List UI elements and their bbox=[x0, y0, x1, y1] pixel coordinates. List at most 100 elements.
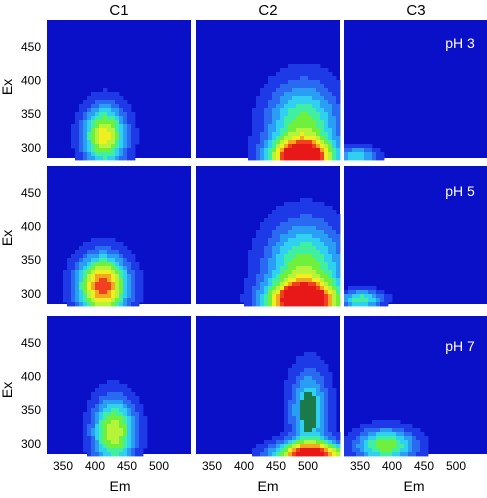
contour-cell bbox=[107, 274, 112, 279]
contour-cell bbox=[99, 136, 104, 141]
contour-cell bbox=[288, 250, 293, 255]
contour-cell bbox=[300, 270, 305, 275]
contour-cell bbox=[103, 96, 108, 101]
contour-cell bbox=[87, 250, 92, 255]
contour-cell bbox=[288, 436, 293, 441]
contour-cell bbox=[123, 396, 128, 401]
contour-cell bbox=[276, 278, 281, 283]
contour-cell bbox=[103, 408, 108, 413]
contour-cell bbox=[292, 440, 297, 445]
contour-cell bbox=[107, 242, 112, 247]
contour-cell bbox=[67, 262, 72, 267]
contour-cell bbox=[127, 108, 132, 113]
contour-cell bbox=[264, 124, 269, 129]
contour-cell bbox=[304, 226, 309, 231]
contour-cell bbox=[308, 294, 313, 299]
contour-cell bbox=[95, 412, 100, 417]
contour-cell bbox=[127, 124, 132, 129]
contour-cell bbox=[91, 242, 96, 247]
contour-cell bbox=[95, 254, 100, 259]
contour-cell bbox=[288, 156, 293, 161]
contour-cell bbox=[364, 436, 369, 441]
contour-cell bbox=[95, 148, 100, 153]
contour-cell bbox=[284, 290, 289, 295]
contour-cell bbox=[408, 452, 413, 457]
contour-cell bbox=[404, 424, 409, 429]
contour-cell bbox=[292, 364, 297, 369]
contour-cell bbox=[63, 278, 68, 283]
contour-cell bbox=[296, 258, 301, 263]
contour-cell bbox=[264, 448, 269, 453]
contour-cell bbox=[316, 230, 321, 235]
contour-cell bbox=[368, 290, 373, 295]
contour-cell bbox=[348, 290, 353, 295]
contour-cell bbox=[91, 112, 96, 117]
contour-cell bbox=[127, 388, 132, 393]
contour-cell bbox=[312, 266, 317, 271]
contour-cell bbox=[131, 408, 136, 413]
contour-cell bbox=[63, 274, 68, 279]
contour-cell bbox=[107, 112, 112, 117]
contour-cell bbox=[296, 76, 301, 81]
contour-cell bbox=[312, 388, 317, 393]
contour-cell bbox=[268, 80, 273, 85]
contour-cell bbox=[248, 258, 253, 263]
contour-cell bbox=[288, 136, 293, 141]
contour-cell bbox=[119, 262, 124, 267]
contour-cell bbox=[119, 448, 124, 453]
contour-cell bbox=[139, 420, 144, 425]
contour-cell bbox=[328, 424, 333, 429]
contour-cell bbox=[119, 250, 124, 255]
contour-cell bbox=[336, 234, 341, 239]
contour-cell bbox=[364, 448, 369, 453]
contour-cell bbox=[127, 104, 132, 109]
contour-cell bbox=[300, 206, 305, 211]
contour-cell bbox=[91, 452, 96, 457]
contour-cell bbox=[336, 448, 341, 453]
contour-cell bbox=[268, 286, 273, 291]
contour-cell bbox=[392, 428, 397, 433]
contour-cell bbox=[79, 116, 84, 121]
contour-cell bbox=[336, 294, 341, 299]
contour-cell bbox=[95, 440, 100, 445]
contour-cell bbox=[107, 270, 112, 275]
contour-cell bbox=[260, 290, 265, 295]
contour-cell bbox=[280, 152, 285, 157]
contour-cell bbox=[252, 136, 257, 141]
contour-cell bbox=[384, 432, 389, 437]
contour-cell bbox=[123, 286, 128, 291]
contour-cell bbox=[308, 202, 313, 207]
contour-cell bbox=[127, 416, 132, 421]
contour-cell bbox=[388, 420, 393, 425]
contour-cell bbox=[288, 132, 293, 137]
contour-cell bbox=[111, 104, 116, 109]
contour-cell bbox=[103, 88, 108, 93]
contour-cell bbox=[372, 428, 377, 433]
contour-cell bbox=[103, 302, 108, 307]
contour-cell bbox=[332, 144, 337, 149]
contour-cell bbox=[63, 290, 68, 295]
contour-cell bbox=[288, 234, 293, 239]
contour-cell bbox=[123, 258, 128, 263]
contour-cell bbox=[360, 432, 365, 437]
contour-cell bbox=[352, 428, 357, 433]
contour-cell bbox=[280, 148, 285, 153]
contour-cell bbox=[324, 420, 329, 425]
contour-cell bbox=[139, 428, 144, 433]
contour-cell bbox=[79, 152, 84, 157]
contour-cell bbox=[304, 364, 309, 369]
contour-cell bbox=[107, 298, 112, 303]
contour-cell bbox=[292, 380, 297, 385]
contour-cell bbox=[320, 230, 325, 235]
contour-cell bbox=[103, 120, 108, 125]
contour-cell bbox=[288, 368, 293, 373]
contour-cell bbox=[304, 412, 309, 417]
contour-cell bbox=[316, 364, 321, 369]
contour-cell bbox=[384, 294, 389, 299]
contour-cell bbox=[328, 294, 333, 299]
contour-cell bbox=[127, 282, 132, 287]
contour-cell bbox=[296, 380, 301, 385]
contour-cell bbox=[99, 250, 104, 255]
contour-cell bbox=[111, 408, 116, 413]
contour-cell bbox=[260, 270, 265, 275]
